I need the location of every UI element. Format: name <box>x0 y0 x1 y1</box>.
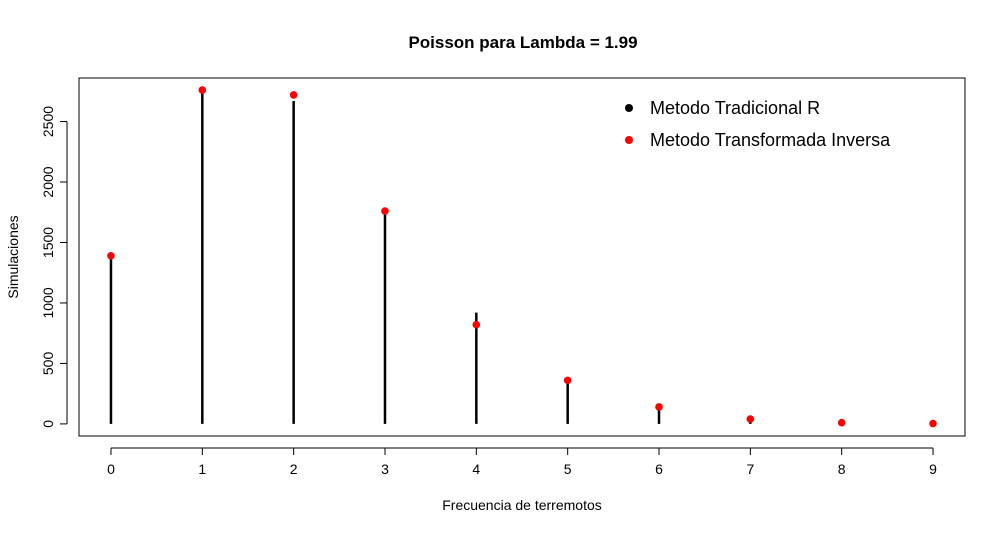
y-tick-label-1500: 1500 <box>40 227 56 258</box>
x-tick-label-5: 5 <box>564 461 572 477</box>
legend: Metodo Tradicional R Metodo Transformada … <box>625 98 891 150</box>
point-4 <box>472 320 481 329</box>
x-axis-label: Frecuencia de terremotos <box>442 497 602 513</box>
series-metodo-tradicional <box>109 90 843 424</box>
x-tick-label-0: 0 <box>107 461 115 477</box>
x-tick-label-4: 4 <box>472 461 480 477</box>
series-transformada-inversa <box>107 86 937 428</box>
legend-marker-1 <box>625 136 633 144</box>
y-axis-label: Simulaciones <box>5 215 21 298</box>
x-tick-label-9: 9 <box>929 461 937 477</box>
point-9 <box>929 419 937 428</box>
y-axis: 0 500 1000 1500 2000 2500 <box>40 106 68 428</box>
point-5 <box>563 376 572 385</box>
y-tick-label-1000: 1000 <box>40 287 56 318</box>
x-tick-label-3: 3 <box>381 461 389 477</box>
legend-label-1: Metodo Transformada Inversa <box>650 130 891 150</box>
x-axis: 0 1 2 3 4 5 6 7 8 9 <box>107 447 937 477</box>
point-8 <box>837 418 846 427</box>
y-tick-label-500: 500 <box>40 352 56 376</box>
y-tick-label-0: 0 <box>40 420 56 428</box>
x-tick-label-8: 8 <box>838 461 846 477</box>
chart-title: Poisson para Lambda = 1.99 <box>408 33 637 52</box>
y-tick-label-2000: 2000 <box>40 166 56 197</box>
x-tick-label-2: 2 <box>290 461 298 477</box>
y-tick-label-2500: 2500 <box>40 106 56 137</box>
x-tick-label-6: 6 <box>655 461 663 477</box>
x-tick-label-7: 7 <box>746 461 754 477</box>
point-7 <box>746 415 755 423</box>
point-6 <box>655 403 663 411</box>
x-tick-label-1: 1 <box>198 461 206 477</box>
point-1 <box>198 86 207 94</box>
legend-label-0: Metodo Tradicional R <box>650 98 820 118</box>
point-3 <box>381 207 389 215</box>
legend-marker-0 <box>625 104 633 112</box>
point-2 <box>289 91 298 99</box>
plot-frame <box>78 77 966 437</box>
point-0 <box>107 251 115 260</box>
